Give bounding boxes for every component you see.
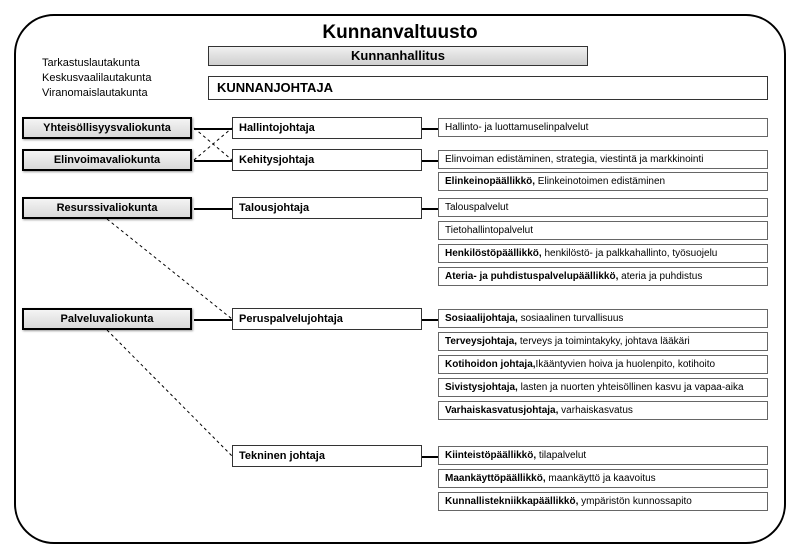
connector <box>194 128 232 130</box>
connector <box>422 208 438 210</box>
director-talous: Talousjohtaja <box>232 197 422 219</box>
committee-yhteisollisyys: Yhteisöllisyysvaliokunta <box>22 117 192 139</box>
connector <box>422 319 438 321</box>
side-board-3: Viranomaislautakunta <box>42 86 212 101</box>
side-boards: Tarkastuslautakunta Keskusvaalilautakunt… <box>42 56 212 101</box>
connector <box>422 128 438 130</box>
service-sosiaali: Sosiaalijohtaja, sosiaalinen turvallisuu… <box>438 309 768 328</box>
side-board-1: Tarkastuslautakunta <box>42 56 212 71</box>
service-henkilosto: Henkilöstöpäällikkö, henkilöstö- ja palk… <box>438 244 768 263</box>
committee-palvelu: Palveluvaliokunta <box>22 308 192 330</box>
service-ateria: Ateria- ja puhdistuspalvelupäällikkö, at… <box>438 267 768 286</box>
service-kiinteisto: Kiinteistöpäällikkö, tilapalvelut <box>438 446 768 465</box>
service-talous: Talouspalvelut <box>438 198 768 217</box>
service-maankaytto: Maankäyttöpäällikkö, maankäyttö ja kaavo… <box>438 469 768 488</box>
connector <box>194 319 232 321</box>
service-varhaiskasvatus: Varhaiskasvatusjohtaja, varhaiskasvatus <box>438 401 768 420</box>
service-hallinto: Hallinto- ja luottamuselinpalvelut <box>438 118 768 137</box>
director-kehitys: Kehitysjohtaja <box>232 149 422 171</box>
director-peruspalvelu: Peruspalvelujohtaja <box>232 308 422 330</box>
connector <box>194 208 232 210</box>
board-bar: Kunnanhallitus <box>208 46 588 66</box>
committee-elinvoima: Elinvoimavaliokunta <box>22 149 192 171</box>
service-terveys: Terveysjohtaja, terveys ja toimintakyky,… <box>438 332 768 351</box>
service-kunnallistekniikka: Kunnallistekniikkapäällikkö, ympäristön … <box>438 492 768 511</box>
service-elinkeino: Elinkeinopäällikkö, Elinkeinotoimen edis… <box>438 172 768 191</box>
connector <box>194 160 232 162</box>
connector <box>422 456 438 458</box>
main-title: Kunnanvaltuusto <box>300 22 500 44</box>
service-tietohallinto: Tietohallintopalvelut <box>438 221 768 240</box>
service-sivistys: Sivistysjohtaja, lasten ja nuorten yhtei… <box>438 378 768 397</box>
connector <box>422 160 438 162</box>
director-hallinto: Hallintojohtaja <box>232 117 422 139</box>
service-elinvoima: Elinvoiman edistäminen, strategia, viest… <box>438 150 768 169</box>
committee-resurssi: Resurssivaliokunta <box>22 197 192 219</box>
municipal-manager-bar: KUNNANJOHTAJA <box>208 76 768 100</box>
service-kotihoito: Kotihoidon johtaja,Ikääntyvien hoiva ja … <box>438 355 768 374</box>
director-tekninen: Tekninen johtaja <box>232 445 422 467</box>
side-board-2: Keskusvaalilautakunta <box>42 71 212 86</box>
